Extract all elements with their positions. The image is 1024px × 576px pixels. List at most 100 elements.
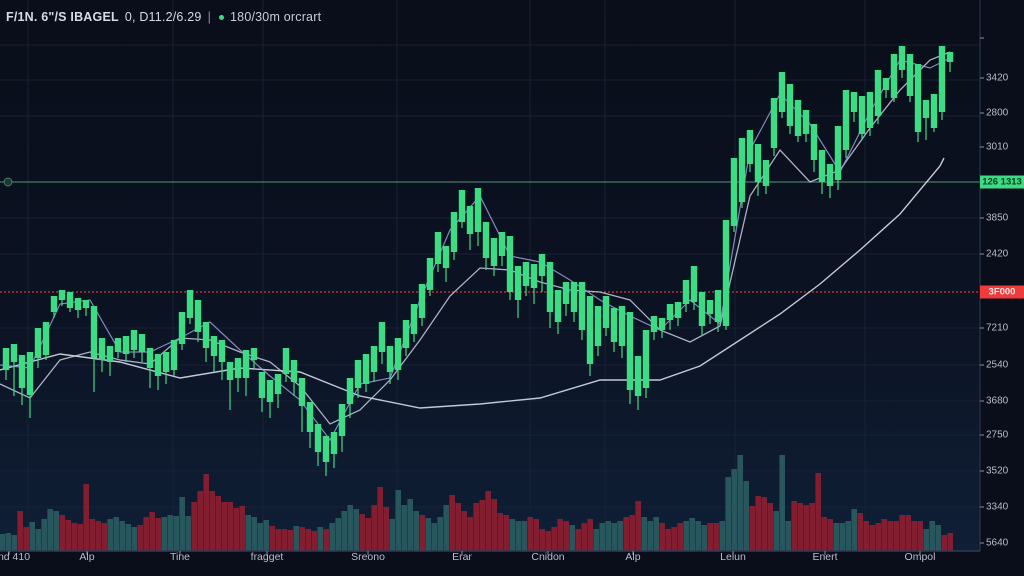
candle	[386, 346, 394, 384]
candle	[146, 348, 154, 388]
candle-body	[810, 124, 818, 160]
candle-body	[346, 378, 354, 404]
candle	[866, 92, 874, 136]
candle-body	[618, 306, 626, 346]
volume-bar	[761, 497, 767, 551]
candle-body	[194, 300, 202, 332]
candle-body	[2, 348, 10, 370]
volume-bar	[851, 509, 857, 551]
volume-bar	[269, 526, 275, 551]
volume-bar	[311, 531, 317, 551]
candle	[442, 246, 450, 282]
candle	[42, 322, 50, 360]
time-axis-label: Lelun	[720, 551, 746, 563]
level-price-tag: 3F000	[980, 285, 1024, 299]
candle-body	[114, 338, 122, 352]
volume-bar	[773, 511, 779, 551]
volume-bar	[41, 519, 47, 551]
candle	[810, 124, 818, 172]
volume-bar	[929, 521, 935, 551]
volume-bar	[107, 519, 113, 551]
candle	[98, 338, 106, 372]
candle-body	[554, 290, 562, 322]
candle	[322, 436, 330, 476]
volume-bar	[923, 529, 929, 551]
candle	[82, 300, 90, 316]
candle	[706, 300, 714, 324]
volume-bar	[629, 515, 635, 551]
volume-bar	[941, 535, 947, 551]
candle	[378, 322, 386, 364]
candle	[370, 346, 378, 382]
volume-bar	[29, 522, 35, 551]
candle-body	[602, 296, 610, 328]
volume-bar	[845, 521, 851, 551]
volume-bar	[557, 519, 563, 551]
candle	[530, 264, 538, 304]
candle	[874, 70, 882, 124]
candle-body	[34, 328, 42, 358]
candle	[18, 355, 26, 405]
volume-bar	[485, 491, 491, 551]
volume-bar	[521, 521, 527, 551]
candle	[10, 344, 18, 396]
volume-bar	[857, 513, 863, 551]
volume-bar	[527, 517, 533, 551]
candle	[266, 380, 274, 418]
candle-body	[538, 254, 546, 276]
volume-bar	[209, 491, 215, 551]
current-price-tag: 126 1313	[980, 175, 1024, 189]
candle-body	[442, 246, 450, 268]
candle	[154, 354, 162, 390]
candle	[2, 348, 10, 380]
price-axis-label: 3680	[986, 395, 1009, 407]
candle-body	[426, 258, 434, 290]
volume-bar	[569, 525, 575, 551]
candle-body	[402, 320, 410, 348]
candle-body	[762, 160, 770, 186]
candle	[674, 302, 682, 326]
candle-body	[898, 46, 906, 70]
symbol-label[interactable]: F/1N. 6"/S IBAGEL	[6, 10, 119, 24]
candle	[738, 138, 746, 208]
candle-body	[378, 322, 386, 352]
moving-average-slow	[0, 157, 945, 409]
candle-body	[658, 318, 666, 330]
volume-bar	[419, 515, 425, 551]
candle	[114, 338, 122, 358]
candle	[34, 328, 42, 368]
candle	[634, 356, 642, 410]
volume-bar	[317, 527, 323, 551]
price-axis-label: 2800	[986, 107, 1009, 119]
volume-bars	[0, 455, 953, 551]
candle-body	[450, 212, 458, 252]
volume-bar	[461, 511, 467, 551]
volume-bar	[905, 515, 911, 551]
candle	[106, 346, 114, 376]
candle-body	[714, 290, 722, 322]
candle-body	[754, 144, 762, 182]
candle-body	[138, 334, 146, 352]
candle-body	[434, 232, 442, 264]
volume-bar	[893, 521, 899, 551]
candle	[770, 98, 778, 156]
candle	[90, 306, 98, 392]
candle-body	[570, 282, 578, 312]
volume-bar	[875, 523, 881, 551]
time-axis-label: nd 410	[0, 551, 31, 563]
candle-body	[522, 262, 530, 286]
candle-body	[10, 344, 18, 362]
volume-bar	[749, 506, 755, 551]
volume-bar	[767, 503, 773, 551]
candle-body	[42, 322, 50, 355]
candle	[578, 282, 586, 340]
candle-body	[266, 380, 274, 402]
volume-bar	[215, 496, 221, 551]
candle	[66, 292, 74, 312]
header-separator: |	[207, 10, 212, 24]
candle-body	[610, 308, 618, 342]
candle	[658, 318, 666, 338]
line-anchor-handle[interactable]	[3, 177, 13, 187]
